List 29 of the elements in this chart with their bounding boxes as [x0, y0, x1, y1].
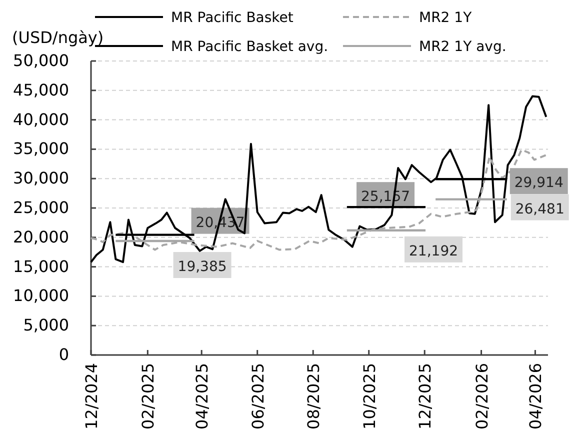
y-tick-label: 15,000 — [13, 256, 69, 276]
y-tick-label: 25,000 — [13, 198, 69, 217]
legend-label: MR Pacific Basket — [171, 10, 294, 26]
data-label: 21,192 — [409, 243, 458, 260]
x-tick-label: 12/2024 — [82, 363, 101, 430]
x-tick-label: 06/2025 — [248, 363, 268, 430]
data-label: 29,914 — [514, 175, 564, 192]
x-tick-label: 02/2025 — [138, 363, 158, 430]
y-tick-label: 10,000 — [13, 286, 69, 306]
x-tick-label: 08/2025 — [304, 363, 324, 430]
data-label: 26,481 — [515, 201, 564, 218]
x-tick-label: 02/2026 — [472, 363, 492, 430]
x-tick-label: 04/2026 — [526, 363, 546, 430]
legend-label: MR2 1Y avg. — [419, 39, 506, 55]
y-tick-label: 5,000 — [23, 316, 69, 335]
legend-label: MR Pacific Basket avg. — [171, 39, 328, 55]
y-tick-label: 20,000 — [13, 227, 69, 246]
y-tick-label: 0 — [58, 345, 69, 364]
x-tick-label: 10/2025 — [360, 363, 379, 430]
data-label: 19,385 — [178, 259, 227, 276]
legend-label: MR2 1Y — [419, 10, 472, 26]
y-tick-label: 30,000 — [13, 168, 69, 188]
y-tick-label: 40,000 — [13, 110, 69, 129]
y-tick-label: 50,000 — [13, 51, 69, 70]
y-tick-label: 35,000 — [13, 139, 69, 158]
x-tick-label: 04/2025 — [192, 363, 212, 430]
y-tick-label: 45,000 — [13, 80, 69, 100]
x-tick-label: 12/2025 — [416, 363, 435, 430]
y-axis-title: (USD/ngày) — [12, 28, 104, 47]
